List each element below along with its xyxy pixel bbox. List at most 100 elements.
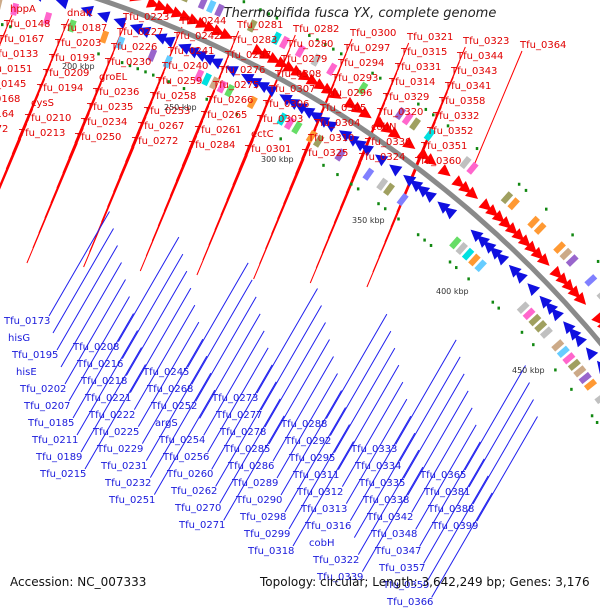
gene-label[interactable]: Tfu_0254 [159,435,206,446]
gene-label[interactable]: Tfu_0312 [297,487,344,498]
gene-label[interactable]: Tfu_0311 [293,470,340,481]
gene-label[interactable]: Tfu_0262 [171,486,218,497]
gene-label[interactable]: Tfu_0266 [207,95,254,106]
gene-label[interactable]: Tfu_0270 [175,503,222,514]
gene-label[interactable]: Tfu_0208 [73,342,120,353]
gene-label[interactable]: Tfu_0168 [0,94,21,105]
gene-label[interactable]: Tfu_0258 [150,91,197,102]
gene-label[interactable]: Tfu_0252 [151,401,198,412]
gene-label[interactable]: Tfu_0215 [40,469,87,480]
gene-label[interactable]: Tfu_0299 [244,529,291,540]
gene-label[interactable]: Tfu_0335 [359,478,406,489]
gene-label[interactable]: Tfu_0286 [228,461,275,472]
gene-label[interactable]: Tfu_0381 [424,487,471,498]
gene-label[interactable]: Tfu_0278 [220,427,267,438]
gene-label[interactable]: Tfu_0297 [344,43,391,54]
gene-label[interactable]: Tfu_0222 [89,410,136,421]
gene-label[interactable]: Tfu_0173 [4,316,51,327]
gene-label[interactable]: Tfu_0213 [19,128,66,139]
gene-label[interactable]: cobH [309,538,335,549]
gene-label[interactable]: Tfu_0288 [281,419,328,430]
gene-label[interactable]: Tfu_0295 [289,453,336,464]
gene-label[interactable]: Tfu_0203 [55,38,102,49]
gene-label[interactable]: Tfu_0351 [421,141,468,152]
gene-label[interactable]: Tfu_0251 [109,495,156,506]
gene-label[interactable]: Tfu_0296 [326,88,373,99]
gene-label[interactable]: Tfu_0315 [401,47,448,58]
gene-label[interactable]: Tfu_0235 [87,102,134,113]
gene-label[interactable]: Tfu_0308 [275,69,322,80]
gene-label[interactable]: Tfu_0267 [138,121,185,132]
gene-label[interactable]: Tfu_0225 [93,427,140,438]
gene-label[interactable]: Tfu_0273 [212,393,259,404]
gene-label[interactable]: Tfu_0330 [365,137,412,148]
gene-label[interactable]: hisG [8,333,31,344]
gene-label[interactable]: Tfu_0240 [162,61,209,72]
gene-label[interactable]: Tfu_0365 [420,470,467,481]
gene-label[interactable]: Tfu_0331 [395,62,442,73]
gene-label[interactable]: Tfu_0268 [147,384,194,395]
gene-label[interactable]: Tfu_0366 [387,597,434,608]
gene-label[interactable]: Tfu_0271 [179,520,226,531]
gene-label[interactable]: Tfu_0202 [20,384,67,395]
gene-label[interactable]: cysS [31,98,54,109]
gene-label[interactable]: Tfu_0151 [0,64,33,75]
gene-label[interactable]: Tfu_0289 [232,478,279,489]
gene-label[interactable]: Tfu_0310 [308,133,355,144]
gene-label[interactable]: cobN [371,122,397,133]
gene-label[interactable]: dnaK [67,8,93,19]
gene-label[interactable]: Tfu_0283 [231,35,278,46]
gene-label[interactable]: hppA [10,4,36,15]
gene-label[interactable]: Tfu_0272 [132,136,179,147]
gene-label[interactable]: groEL [99,72,128,83]
gene-label[interactable]: Tfu_0339 [317,572,364,583]
gene-label[interactable]: Tfu_0209 [43,68,90,79]
gene-label[interactable]: Tfu_0195 [12,350,59,361]
gene-label[interactable]: Tfu_0232 [105,478,152,489]
gene-label[interactable]: Tfu_0231 [101,461,148,472]
gene-label[interactable]: Tfu_0360 [415,156,462,167]
gene-label[interactable]: Tfu_0314 [389,77,436,88]
gene-label[interactable]: Tfu_0287 [225,50,272,61]
gene-label[interactable]: Tfu_0223 [123,12,170,23]
gene-label[interactable]: Tfu_0265 [201,110,248,121]
gene-label[interactable]: Tfu_0332 [433,111,480,122]
gene-label[interactable]: Tfu_0221 [85,393,132,404]
gene-label[interactable]: Tfu_0344 [457,51,504,62]
gene-label[interactable]: Tfu_0229 [97,444,144,455]
gene-label[interactable]: Tfu_0194 [37,83,84,94]
gene-label[interactable]: Tfu_0276 [219,65,266,76]
gene-label[interactable]: Tfu_0325 [302,148,349,159]
gene-label[interactable]: Tfu_0280 [287,39,334,50]
gene-label[interactable]: Tfu_0189 [36,452,83,463]
gene-label[interactable]: Tfu_0227 [117,27,164,38]
gene-label[interactable]: Tfu_0352 [427,126,474,137]
gene-label[interactable]: Tfu_0236 [93,87,140,98]
gene-label[interactable]: hisE [16,367,37,378]
gene-label[interactable]: Tfu_0359 [383,580,430,591]
gene-label[interactable]: Tfu_0348 [371,529,418,540]
gene-label[interactable]: Tfu_0218 [81,376,128,387]
gene-label[interactable]: Tfu_0364 [520,40,567,51]
gene-label[interactable]: Tfu_0210 [25,113,72,124]
gene-label[interactable]: Tfu_0334 [355,461,402,472]
gene-label[interactable]: Tfu_0279 [281,54,328,65]
gene-label[interactable]: Tfu_0253 [144,106,191,117]
gene-label[interactable]: Tfu_0321 [407,32,454,43]
gene-label[interactable]: Tfu_0244 [180,16,227,27]
gene-label[interactable]: Tfu_0164 [0,109,15,120]
gene-label[interactable]: Tfu_0388 [428,504,475,515]
gene-label[interactable]: Tfu_0343 [451,66,498,77]
gene-label[interactable]: Tfu_0329 [383,92,430,103]
gene-label[interactable]: Tfu_0305 [320,103,367,114]
gene-label[interactable]: Tfu_0333 [351,444,398,455]
gene-label[interactable]: Tfu_0304 [314,118,361,129]
gene-label[interactable]: Tfu_0133 [0,49,39,60]
gene-label[interactable]: Tfu_0298 [240,512,287,523]
gene-label[interactable]: Tfu_0241 [168,46,215,57]
gene-label[interactable]: Tfu_0148 [4,19,51,30]
gene-label[interactable]: Tfu_0259 [156,76,203,87]
gene-label[interactable]: Tfu_0324 [359,152,406,163]
gene-label[interactable]: Tfu_0167 [0,34,45,45]
gene-label[interactable]: Tfu_0303 [257,114,304,125]
